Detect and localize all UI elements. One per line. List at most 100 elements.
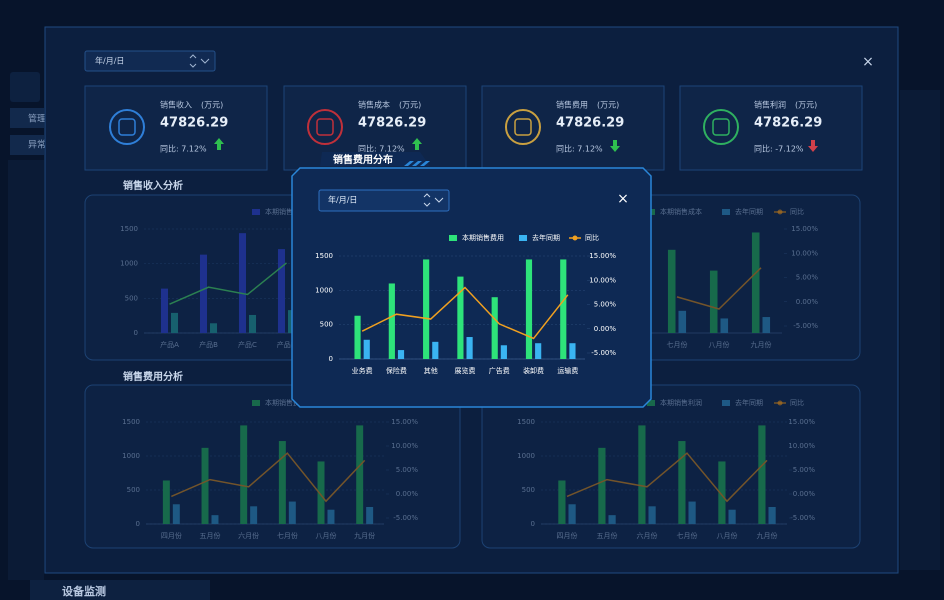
bg-panel [10, 72, 40, 102]
y-tick-label: 1500 [315, 252, 333, 260]
bar [569, 343, 576, 359]
x-tick-label: 运输费 [557, 366, 578, 375]
x-tick-label: 五月份 [597, 531, 618, 540]
bar [211, 515, 219, 524]
kpi-card [679, 85, 863, 171]
title-decor [404, 161, 430, 166]
bar [466, 337, 473, 359]
x-tick-label: 八月份 [709, 340, 730, 349]
kpi-change: 同比: 7.12% [556, 144, 603, 154]
kpi-label: 销售收入 [160, 100, 192, 110]
date-picker-text: 年/月/日 [328, 195, 357, 205]
x-tick-label: 九月份 [751, 340, 772, 349]
line-series [676, 267, 762, 310]
date-picker[interactable] [84, 50, 216, 72]
x-tick-label: 七月份 [277, 531, 298, 540]
x-tick-label: 产品A [160, 340, 179, 349]
kpi-arrow [808, 140, 818, 152]
y-tick-label: 500 [125, 294, 138, 302]
bar [423, 259, 430, 359]
legend-swatch [722, 209, 730, 215]
kpi-change: 同比: -7.12% [754, 144, 804, 154]
kpi-value: 47826.29 [754, 116, 822, 131]
bar [250, 506, 258, 524]
bar [277, 249, 285, 333]
y2-tick-label: 5.00% [396, 466, 419, 474]
x-tick-label: 八月份 [316, 531, 337, 540]
legend-label: 同比 [790, 207, 804, 216]
bar [162, 480, 170, 524]
y2-tick-label: -5.00% [793, 322, 818, 330]
y2-tick-label: 15.00% [589, 252, 616, 260]
x-tick-label: 展览费 [455, 366, 476, 375]
kpi-unit: (万元) [399, 101, 421, 110]
side-label: 异常 [28, 139, 46, 151]
x-tick-label: 保险费 [386, 366, 407, 375]
line-series [361, 286, 569, 340]
bar [762, 317, 771, 333]
bar [648, 506, 656, 524]
date-picker[interactable] [318, 189, 450, 212]
bar [638, 425, 646, 524]
chart-title: 销售收入分析 [123, 179, 183, 192]
legend-label: 本期销售费用 [462, 233, 504, 242]
bg-panel [900, 90, 940, 570]
section-label: 设备监测 [62, 584, 106, 598]
y-tick-label: 1500 [122, 418, 140, 426]
bg-panel [10, 108, 44, 128]
x-tick-label: 七月份 [667, 340, 688, 349]
y-tick-label: 0 [136, 520, 140, 528]
y-tick-label: 1000 [122, 452, 140, 460]
bar [525, 259, 533, 359]
line-series [169, 262, 287, 305]
y2-tick-label: 10.00% [788, 442, 815, 450]
picker-icon [189, 54, 210, 68]
y2-tick-label: 5.00% [796, 274, 819, 282]
bar [356, 425, 364, 524]
x-tick-label: 七月份 [677, 531, 698, 540]
x-tick-label: 八月份 [717, 531, 738, 540]
kpi-label: 销售费用 [556, 100, 588, 110]
x-tick-label: 九月份 [757, 531, 778, 540]
legend-label: 本期销售利润 [660, 398, 702, 407]
kpi-arrow [610, 140, 620, 152]
kpi-arrow [412, 138, 422, 150]
close-button[interactable]: × [617, 191, 629, 207]
y-tick-label: 500 [127, 486, 140, 494]
line-series [171, 452, 366, 503]
y-tick-label: 0 [531, 520, 535, 528]
kpi-unit: (万元) [201, 101, 223, 110]
y2-tick-label: 0.00% [396, 490, 419, 498]
date-picker-text: 年/月/日 [95, 56, 124, 66]
legend-swatch [449, 235, 457, 241]
bar [768, 507, 776, 524]
popup-title-tab [320, 152, 430, 166]
y2-tick-label: 0.00% [796, 298, 819, 306]
kpi-icon-inner [712, 118, 730, 136]
bar [751, 232, 760, 333]
kpi-icon-inner [514, 118, 532, 136]
bar [560, 259, 567, 359]
bar [758, 425, 766, 524]
bar [210, 323, 218, 333]
y2-tick-label: 0.00% [594, 325, 617, 333]
y2-tick-label: 5.00% [793, 466, 816, 474]
legend-swatch [777, 209, 783, 215]
close-button[interactable]: × [862, 54, 874, 70]
legend-label: 本期销售成本 [660, 207, 702, 216]
y-tick-label: 1000 [315, 286, 333, 294]
bar [558, 480, 566, 524]
x-tick-label: 业务费 [352, 366, 373, 375]
bar [288, 501, 296, 524]
x-tick-label: 四月份 [161, 531, 182, 540]
line-series [566, 452, 768, 503]
x-tick-label: 六月份 [637, 531, 658, 540]
bar [500, 345, 507, 359]
y2-tick-label: 10.00% [791, 249, 818, 257]
kpi-label: 销售利润 [754, 100, 786, 110]
bar [718, 461, 726, 524]
x-tick-label: 产品D [277, 340, 296, 349]
bar [598, 447, 606, 524]
kpi-card [84, 85, 268, 171]
kpi-label: 销售成本 [358, 100, 390, 110]
